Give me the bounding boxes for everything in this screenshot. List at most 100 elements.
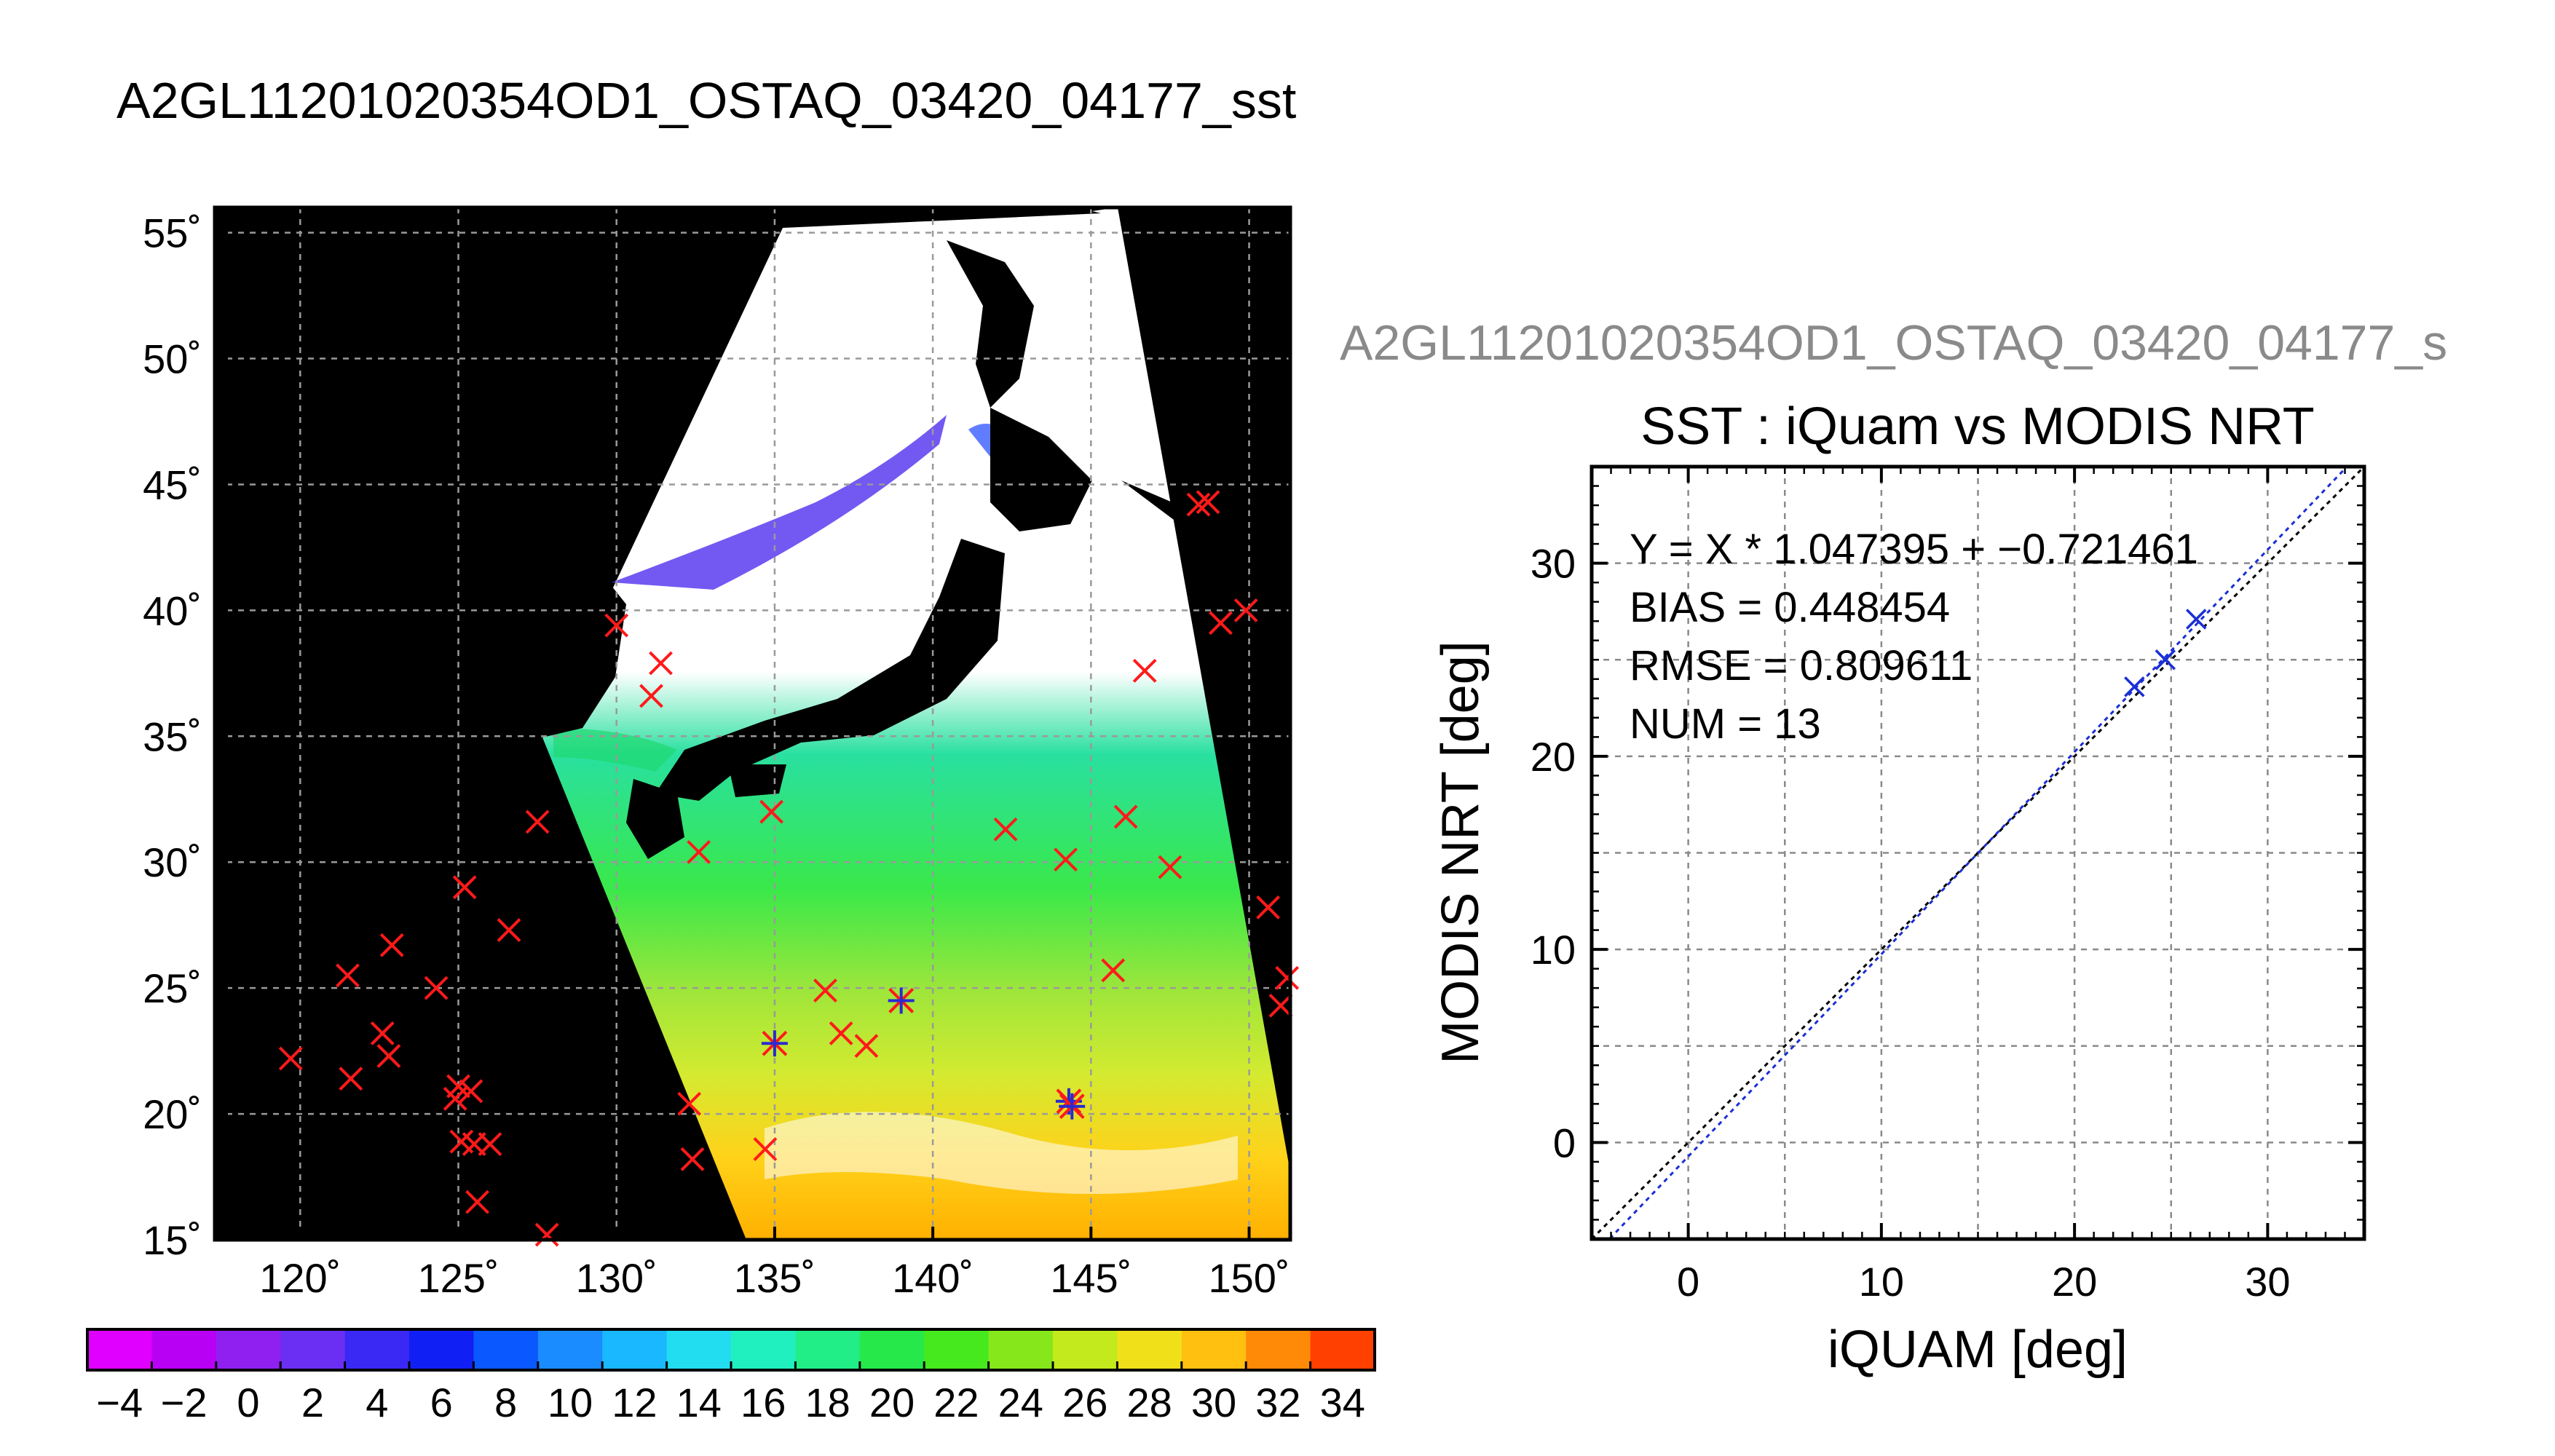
colorbar-tick-label: 30 [1191, 1380, 1236, 1425]
map-lat-axis: 15˚ 20˚ 25˚ 30˚ 35˚ 40˚ 45˚ 50˚ 55˚ [143, 210, 228, 1263]
insitu-marker [478, 1132, 502, 1156]
colorbar-segment [151, 1329, 217, 1370]
insitu-marker [1196, 490, 1220, 515]
lon-tick-label: 130˚ [576, 1255, 657, 1301]
one-to-one-line [1592, 467, 2364, 1239]
colorbar-tick-label: 16 [741, 1380, 786, 1425]
insitu-marker [1209, 611, 1233, 636]
marker-stroke [379, 933, 404, 957]
insitu-marker [680, 1147, 705, 1171]
colorbar-tick-label: 10 [548, 1380, 593, 1425]
x-tick-label: 0 [1677, 1259, 1699, 1305]
coastal-water [553, 728, 677, 772]
marker-stroke [1132, 658, 1157, 683]
insitu-marker [677, 1091, 702, 1116]
insitu-marker [465, 1190, 489, 1214]
insitu-marker [854, 1034, 879, 1059]
colorbar-segment [87, 1329, 152, 1370]
hokkaido-land [990, 408, 1092, 531]
insitu-marker [1158, 855, 1182, 879]
insitu-marker [1233, 598, 1258, 622]
insitu-marker [1275, 965, 1300, 990]
marker-stroke [649, 651, 673, 676]
colorbar-tick-label: 8 [494, 1380, 517, 1425]
insitu-marker [1113, 804, 1138, 829]
colorbar-tick-label: 32 [1255, 1380, 1300, 1425]
marker-stroke [2124, 676, 2145, 697]
marker-stroke [1256, 895, 1281, 919]
colorbar-segment [988, 1329, 1054, 1370]
insitu-marker [459, 1079, 483, 1104]
lon-tick-label: 140˚ [892, 1255, 974, 1301]
data-point [2185, 609, 2207, 630]
scatter-file-title: A2GL11201020354OD1_OSTAQ_03420_04177_s [1340, 315, 2448, 371]
map-points [278, 490, 1300, 1247]
colorbar-tick-label: 0 [237, 1380, 259, 1425]
lat-tick-label: 25˚ [143, 965, 202, 1011]
insitu-marker [379, 933, 404, 957]
data-point [2124, 676, 2145, 697]
insitu-marker [829, 1021, 853, 1045]
colorbar-tick-label: 4 [366, 1380, 388, 1425]
lat-tick-label: 15˚ [143, 1217, 202, 1263]
marker-stroke [534, 1222, 559, 1247]
insitu-marker [649, 651, 673, 676]
y-tick-label: 0 [1553, 1120, 1576, 1166]
colorbar-tick-label: 34 [1320, 1380, 1365, 1425]
colorbar-segment [1181, 1329, 1247, 1370]
y-tick-label: 30 [1531, 541, 1576, 587]
matchup-marker [1059, 1093, 1086, 1120]
colorbar-tick-label: 12 [612, 1380, 657, 1425]
sst-map: 120˚ 125˚ 130˚ 135˚ 140˚ 145˚ 150˚ 15˚ 20˚ 25˚ 30… [143, 205, 1300, 1301]
marker-stroke [687, 839, 711, 864]
insitu-marker [1101, 958, 1126, 983]
colorbar-segment [1310, 1329, 1375, 1370]
y-tick-label: 20 [1531, 734, 1576, 780]
insitu-marker [759, 799, 783, 824]
stat-line: Y = X * 1.047395 + −0.721461 [1630, 526, 2198, 573]
colorbar-tick-label: 22 [933, 1380, 979, 1425]
colorbar-segment [924, 1329, 990, 1370]
cloud-patch [765, 1112, 1238, 1194]
kyushu-land [626, 779, 684, 859]
marker-stroke [336, 963, 360, 988]
colorbar-segment [666, 1329, 732, 1370]
scatter-minor-ticks [1592, 467, 2364, 1239]
marker-stroke [604, 613, 629, 638]
cold-water-band [612, 415, 947, 590]
marker-stroke [1196, 490, 1220, 515]
lon-tick-label: 120˚ [259, 1255, 341, 1301]
marker-stroke [829, 1021, 853, 1045]
shikoku-land [728, 764, 786, 797]
marker-stroke [1186, 492, 1211, 517]
insitu-marker [370, 1021, 395, 1045]
stat-line: BIAS = 0.448454 [1630, 584, 1950, 631]
marker-stroke [497, 918, 521, 943]
insitu-marker [639, 684, 663, 708]
colorbar-segment [1117, 1329, 1182, 1370]
scatter-stats: Y = X * 1.047395 + −0.721461 BIAS = 0.448… [1630, 526, 2198, 748]
insitu-marker [525, 810, 550, 834]
lat-tick-label: 30˚ [143, 839, 202, 885]
map-grid [215, 207, 1290, 1241]
marker-stroke [465, 1190, 489, 1214]
marker-stroke [677, 1091, 702, 1116]
colorbar-tick-label: 18 [805, 1380, 850, 1425]
x-tick-label: 10 [1859, 1259, 1904, 1305]
scatter-points [2124, 609, 2207, 697]
marker-stroke [753, 1137, 778, 1161]
sst-colorbar: −4 −2 0 2 4 6 8 10 12 14 16 18 20 22 24 26 28 30 32 34 [86, 1328, 1376, 1425]
colorbar-tick-label: −2 [161, 1380, 208, 1425]
colorbar-segment [344, 1329, 410, 1370]
marker-stroke [1209, 611, 1233, 636]
marker-stroke [370, 1021, 395, 1045]
insitu-marker [813, 978, 837, 1003]
colorbar-tick-label: −4 [96, 1380, 143, 1425]
lon-tick-label: 135˚ [734, 1255, 816, 1301]
honshu-land [655, 539, 1005, 801]
insitu-marker [993, 817, 1018, 842]
colorbar-tick-label: 20 [869, 1380, 915, 1425]
scatter-x-axis: 0 10 20 30 [1677, 467, 2291, 1305]
regression-line [1608, 467, 2349, 1239]
lat-tick-label: 45˚ [143, 462, 202, 507]
